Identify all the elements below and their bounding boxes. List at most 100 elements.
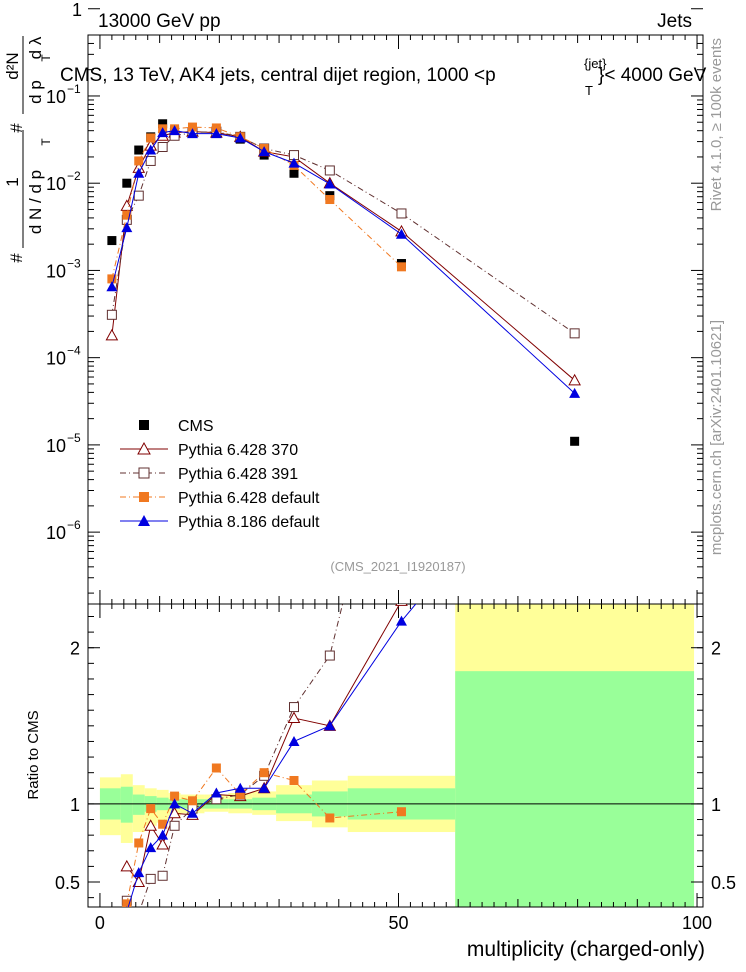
data-point-square	[396, 262, 406, 272]
data-point-triangle	[324, 178, 336, 189]
data-point-triangle	[569, 387, 581, 398]
y-tick-label: 10	[46, 523, 66, 543]
data-point-square	[325, 195, 335, 205]
data-point-triangle	[138, 515, 150, 526]
ratio-y-tick-label: 0.5	[55, 873, 80, 893]
ratio-y-tick-label-right: 2	[711, 639, 721, 659]
data-point-square	[122, 178, 132, 188]
plot-title-subscript: T	[585, 83, 593, 98]
data-point-triangle	[186, 807, 198, 818]
x-tick-label: 0	[95, 913, 105, 933]
stat-band-bin	[132, 794, 145, 815]
y-tick-exponent: −5	[67, 431, 81, 445]
ratio-y-label: Ratio to CMS	[25, 710, 42, 799]
ylabel-part-3: T	[39, 138, 53, 146]
series-line	[126, 767, 402, 904]
side-label-mcplots: mcplots.cern.ch [arXiv:2401.10621]	[708, 320, 725, 555]
data-point-square	[570, 436, 580, 446]
main-panel: 10 −610 −510 −410 −310 −210 −11	[46, 0, 704, 605]
data-point-square-open	[288, 702, 299, 713]
legend-label: Pythia 6.428 391	[178, 466, 298, 483]
data-point-triangle	[169, 125, 181, 136]
data-point-square	[134, 145, 144, 155]
stat-band-bin	[120, 786, 133, 823]
x-tick-label: 100	[682, 913, 712, 933]
ylabel-part-1: 1	[3, 177, 22, 186]
ratio-panel: 0 50 100 0.5 0.5 1 1 2 2	[55, 603, 736, 933]
data-point-triangle-open	[156, 837, 169, 850]
ylabel-part-2: d N / d p	[26, 170, 45, 234]
data-point-triangle-open	[568, 373, 581, 386]
data-point-triangle-open	[395, 604, 408, 606]
data-point-square	[107, 274, 117, 284]
data-point-square	[170, 791, 180, 801]
data-point-square	[146, 133, 156, 143]
data-point-triangle-open	[287, 711, 301, 724]
data-point-triangle	[133, 167, 145, 178]
data-point-square-open	[569, 328, 580, 339]
ratio-y-tick-label: 1	[70, 795, 80, 815]
ylabel-part-4: #	[7, 253, 26, 263]
plot-title-tail: }< 4000 GeV	[598, 65, 707, 86]
data-point-triangle	[258, 782, 270, 793]
data-point-triangle	[145, 842, 157, 853]
ylabel-part-8: d λ	[26, 36, 45, 59]
data-point-square-open	[138, 467, 150, 479]
legend-label: Pythia 6.428 default	[178, 490, 320, 507]
data-point-triangle	[288, 157, 300, 168]
ylabel-part-7: T	[39, 54, 53, 62]
header-left: 13000 GeV pp	[98, 11, 221, 32]
y-tick-label: 10	[46, 436, 66, 456]
data-point-square-open	[324, 165, 335, 176]
data-point-square	[122, 210, 132, 220]
data-point-triangle-open	[120, 199, 134, 211]
data-point-triangle	[126, 906, 128, 907]
data-point-square	[211, 123, 221, 133]
ratio-y-tick-label: 2	[70, 639, 80, 659]
data-point-triangle	[157, 829, 169, 840]
data-point-square	[187, 122, 197, 132]
side-label-rivet: Rivet 4.1.0, ≥ 100k events	[708, 38, 725, 211]
series-pythia-8-186-default	[126, 604, 417, 907]
data-point-triangle	[395, 615, 407, 626]
data-point-triangle	[258, 146, 270, 157]
series-line	[111, 131, 575, 334]
data-point-square-open	[133, 190, 144, 201]
y-tick-exponent: −4	[67, 344, 81, 358]
header-right: Jets	[657, 11, 692, 32]
ratio-frame	[87, 603, 704, 908]
data-point-triangle-open	[144, 819, 158, 831]
data-point-square-open	[169, 820, 180, 831]
data-point-triangle	[186, 128, 198, 139]
data-point-triangle	[133, 867, 145, 878]
data-point-square	[139, 420, 149, 430]
data-point-square	[158, 819, 168, 829]
data-point-square	[122, 899, 132, 907]
data-point-triangle-open	[137, 441, 151, 455]
data-point-square	[139, 492, 149, 502]
data-point-square-open	[106, 309, 117, 320]
data-point-triangle	[234, 782, 246, 793]
data-point-triangle	[157, 127, 169, 138]
y-tick-label: 10	[46, 174, 66, 194]
legend: CMS Pythia 6.428 370 Pythia 6.428 391 Pythi…	[120, 418, 320, 531]
data-point-triangle	[121, 222, 133, 233]
data-point-triangle-open	[105, 328, 119, 341]
y-tick-exponent: −1	[67, 82, 81, 96]
data-point-triangle	[395, 228, 407, 239]
plot-title-superscript: {jet}	[584, 56, 607, 71]
data-point-square	[158, 119, 168, 129]
ylabel-part-5: d²N	[3, 52, 22, 79]
x-axis-label: multiplicity (charged-only)	[467, 938, 705, 961]
data-point-square-open	[157, 870, 168, 881]
y-tick-exponent: −6	[67, 518, 81, 532]
stat-band-bin	[455, 671, 695, 907]
ylabel-part-9: #	[7, 123, 26, 133]
data-point-triangle	[210, 787, 222, 798]
y-tick-exponent: −3	[67, 256, 81, 270]
watermark: (CMS_2021_I1920187)	[330, 559, 465, 574]
ratio-y-tick-label-right: 0.5	[711, 873, 736, 893]
legend-label: CMS	[178, 418, 214, 435]
data-point-square-open	[145, 155, 156, 166]
data-point-triangle-open	[120, 859, 134, 872]
